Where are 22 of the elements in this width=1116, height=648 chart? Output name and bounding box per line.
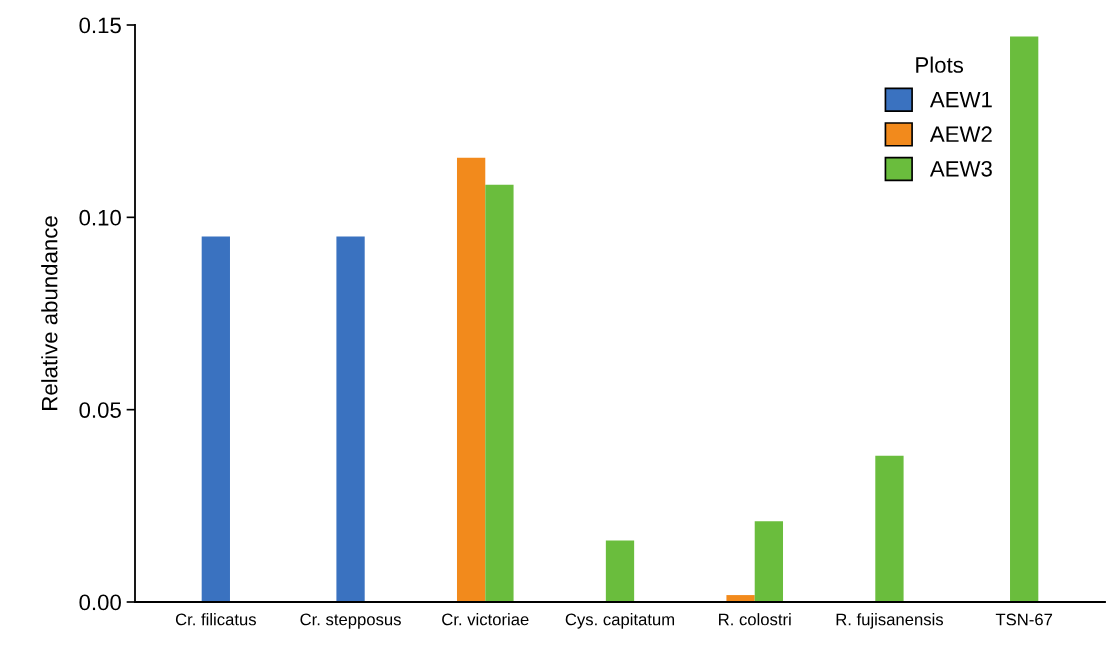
legend-label: AEW2: [929, 126, 992, 142]
x-tick-label: Cr. filicatus: [175, 613, 256, 626]
bar: [336, 236, 365, 602]
y-tick-label: 0.15: [79, 17, 121, 34]
x-tick-label: Cr. victoriae: [442, 613, 529, 626]
y-tick-label: 0.05: [79, 402, 121, 418]
legend-title: Plots: [916, 56, 964, 73]
y-axis-title: Relative abundance: [41, 216, 58, 410]
y-tick-label: 0.10: [79, 209, 121, 226]
bar: [605, 540, 635, 602]
y-tick-label: 0.00: [79, 594, 121, 611]
x-tick-label: TSN-67: [995, 613, 1053, 626]
x-tick-label: Cr. stepposus: [300, 613, 401, 629]
x-tick-label: R. fujisanensis: [836, 613, 944, 629]
legend-label: AEW3: [929, 160, 992, 177]
bar: [1010, 36, 1039, 602]
x-tick-label: Cys. capitatum: [565, 613, 675, 629]
bar: [875, 455, 904, 602]
bar: [201, 236, 230, 602]
bar: [456, 157, 486, 602]
legend-label: AEW1: [929, 91, 992, 108]
x-tick-label: R. colostri: [719, 613, 791, 626]
